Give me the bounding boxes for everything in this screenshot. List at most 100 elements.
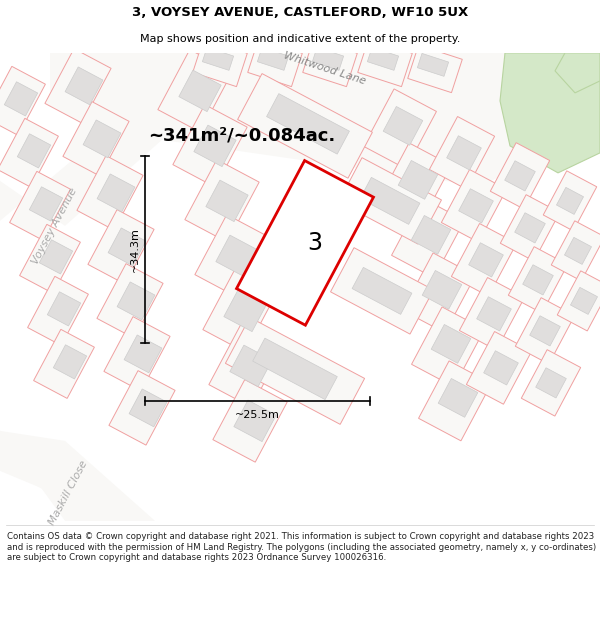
Polygon shape <box>451 224 517 296</box>
Polygon shape <box>458 189 493 223</box>
Polygon shape <box>257 48 289 71</box>
Polygon shape <box>565 238 592 264</box>
Polygon shape <box>338 158 442 244</box>
Polygon shape <box>403 253 475 333</box>
Polygon shape <box>505 161 535 191</box>
Polygon shape <box>236 161 373 325</box>
Polygon shape <box>65 67 103 105</box>
Polygon shape <box>352 268 412 314</box>
Polygon shape <box>484 351 518 385</box>
Polygon shape <box>34 329 94 398</box>
Polygon shape <box>28 276 88 346</box>
Polygon shape <box>379 143 451 223</box>
Polygon shape <box>53 345 86 379</box>
Polygon shape <box>185 159 259 242</box>
Polygon shape <box>383 106 423 145</box>
Polygon shape <box>556 188 584 214</box>
Polygon shape <box>430 116 494 189</box>
Polygon shape <box>438 379 478 418</box>
Polygon shape <box>515 298 575 364</box>
Polygon shape <box>460 278 524 350</box>
Polygon shape <box>367 48 398 71</box>
Polygon shape <box>97 174 135 212</box>
Polygon shape <box>63 102 129 176</box>
Polygon shape <box>47 292 80 326</box>
Polygon shape <box>4 82 38 116</box>
Polygon shape <box>216 235 258 277</box>
Polygon shape <box>83 120 121 158</box>
Polygon shape <box>226 318 365 424</box>
Polygon shape <box>571 288 598 314</box>
Polygon shape <box>50 53 600 186</box>
Polygon shape <box>45 49 111 123</box>
Polygon shape <box>104 317 170 391</box>
Polygon shape <box>213 379 287 462</box>
Polygon shape <box>209 324 283 407</box>
Polygon shape <box>422 271 462 309</box>
Polygon shape <box>515 213 545 243</box>
Polygon shape <box>238 74 373 178</box>
Polygon shape <box>408 45 462 92</box>
Polygon shape <box>476 297 511 331</box>
Polygon shape <box>360 177 420 224</box>
Polygon shape <box>508 247 568 313</box>
Polygon shape <box>551 221 600 281</box>
Polygon shape <box>543 171 597 231</box>
Polygon shape <box>557 271 600 331</box>
Polygon shape <box>364 89 436 169</box>
Polygon shape <box>331 248 433 334</box>
Polygon shape <box>77 156 143 230</box>
Polygon shape <box>500 53 600 173</box>
Polygon shape <box>266 94 349 154</box>
Text: ~25.5m: ~25.5m <box>235 410 280 420</box>
Polygon shape <box>418 53 449 76</box>
Polygon shape <box>117 282 155 320</box>
Polygon shape <box>40 240 73 274</box>
Polygon shape <box>224 290 266 332</box>
Text: 3: 3 <box>308 231 323 255</box>
Polygon shape <box>88 209 154 284</box>
Polygon shape <box>442 169 506 242</box>
Polygon shape <box>521 349 581 416</box>
Polygon shape <box>253 338 337 399</box>
Polygon shape <box>523 265 553 295</box>
Text: Contains OS data © Crown copyright and database right 2021. This information is : Contains OS data © Crown copyright and d… <box>7 532 596 562</box>
Polygon shape <box>466 331 532 404</box>
Polygon shape <box>17 134 50 168</box>
Polygon shape <box>0 401 155 521</box>
Polygon shape <box>129 389 167 427</box>
Polygon shape <box>446 136 481 170</box>
Polygon shape <box>97 264 163 338</box>
Text: Map shows position and indicative extent of the property.: Map shows position and indicative extent… <box>140 34 460 44</box>
Polygon shape <box>500 194 560 261</box>
Text: 3, VOYSEY AVENUE, CASTLEFORD, WF10 5UX: 3, VOYSEY AVENUE, CASTLEFORD, WF10 5UX <box>132 6 468 19</box>
Polygon shape <box>193 39 247 87</box>
Polygon shape <box>195 214 269 297</box>
Text: Whitwood Lane: Whitwood Lane <box>283 51 367 87</box>
Polygon shape <box>248 39 302 87</box>
Polygon shape <box>303 39 357 87</box>
Polygon shape <box>206 180 248 222</box>
Polygon shape <box>202 48 233 71</box>
Polygon shape <box>358 39 412 87</box>
Polygon shape <box>124 335 162 372</box>
Polygon shape <box>29 187 62 221</box>
Polygon shape <box>203 269 277 352</box>
Polygon shape <box>555 53 600 93</box>
Polygon shape <box>10 171 70 241</box>
Polygon shape <box>419 361 491 441</box>
Polygon shape <box>313 48 344 71</box>
Polygon shape <box>490 142 550 209</box>
Polygon shape <box>0 431 120 521</box>
Polygon shape <box>179 70 221 112</box>
Polygon shape <box>431 324 471 363</box>
Polygon shape <box>109 371 175 445</box>
Polygon shape <box>536 368 566 398</box>
Text: ~341m²/~0.084ac.: ~341m²/~0.084ac. <box>148 127 335 145</box>
Polygon shape <box>20 224 80 293</box>
Text: Voysey Avenue: Voysey Avenue <box>31 186 79 266</box>
Text: Maskill Close: Maskill Close <box>47 459 89 527</box>
Polygon shape <box>411 216 451 254</box>
Polygon shape <box>398 161 438 199</box>
Polygon shape <box>0 66 46 136</box>
